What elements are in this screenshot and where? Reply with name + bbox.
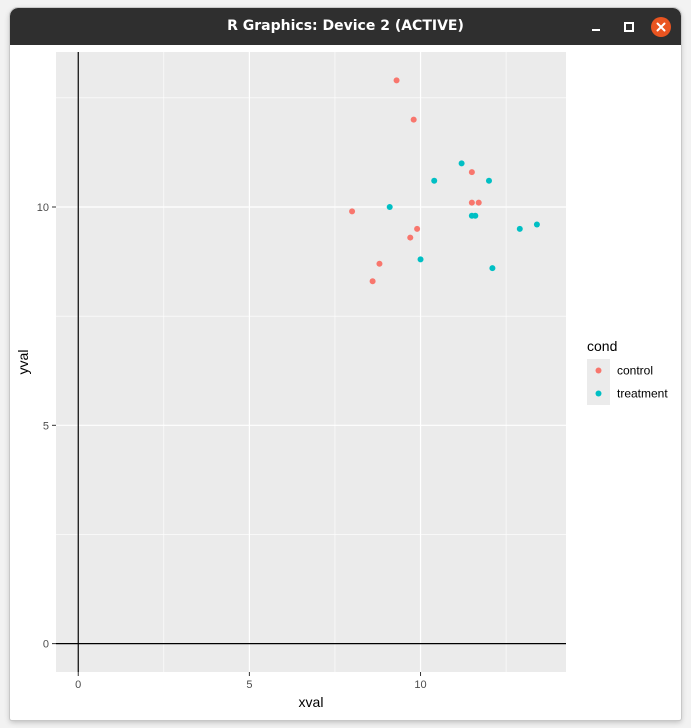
- y-tick-label: 10: [37, 202, 49, 214]
- data-point-control: [369, 278, 376, 285]
- minor-gridlines: [56, 52, 566, 672]
- plot-panel: [56, 52, 566, 672]
- data-point-treatment: [533, 221, 540, 228]
- reference-lines: [56, 52, 566, 672]
- x-tick-label: 5: [246, 679, 252, 691]
- x-tick-label: 0: [75, 679, 81, 691]
- data-point-control: [414, 225, 421, 232]
- scatter-chart: 0 5 10 0 5 10 xval yval cond control treatmen…: [15, 52, 668, 710]
- data-point-treatment: [386, 204, 393, 210]
- data-point-control: [468, 169, 475, 176]
- y-tick-label: 5: [43, 420, 49, 432]
- y-axis: 0 5 10: [37, 202, 56, 651]
- data-point-control: [349, 208, 356, 215]
- data-point-control: [475, 199, 482, 206]
- maximize-icon: [624, 22, 634, 32]
- maximize-button[interactable]: [618, 16, 640, 38]
- data-point-treatment: [485, 177, 492, 184]
- y-axis-label: yval: [15, 350, 31, 375]
- data-point-treatment: [458, 160, 465, 167]
- minimize-button[interactable]: [585, 16, 607, 38]
- title-bar[interactable]: R Graphics: Device 2 (ACTIVE): [10, 8, 681, 45]
- close-icon: [656, 22, 666, 32]
- data-points: [349, 77, 540, 285]
- data-point-control: [376, 260, 383, 267]
- window-title: R Graphics: Device 2 (ACTIVE): [227, 18, 464, 34]
- close-button[interactable]: [651, 17, 671, 37]
- r-graphics-window: R Graphics: Device 2 (ACTIVE) 0 5 10 0 5 10 …: [10, 8, 681, 720]
- plot-area: 0 5 10 0 5 10 xval yval cond control treatmen…: [10, 45, 681, 720]
- y-tick-label: 0: [43, 639, 49, 651]
- minimize-icon: [592, 29, 600, 31]
- legend-swatch-control: [595, 367, 602, 374]
- legend-label-control: control: [617, 364, 653, 378]
- data-point-control: [468, 199, 475, 206]
- data-point-treatment: [417, 256, 424, 263]
- data-point-treatment: [489, 265, 496, 272]
- data-point-control: [410, 116, 417, 123]
- x-axis: 0 5 10: [75, 672, 427, 691]
- data-point-treatment: [516, 225, 523, 232]
- x-axis-label: xval: [299, 694, 324, 710]
- legend: cond control treatment: [587, 338, 668, 405]
- legend-swatch-treatment: [595, 390, 602, 397]
- data-point-treatment: [472, 212, 479, 219]
- legend-title: cond: [587, 338, 617, 354]
- x-tick-label: 10: [414, 679, 426, 691]
- data-point-control: [407, 234, 414, 241]
- legend-keys: control treatment: [587, 359, 668, 405]
- legend-label-treatment: treatment: [617, 387, 668, 401]
- data-point-control: [393, 77, 400, 84]
- data-point-treatment: [431, 177, 438, 184]
